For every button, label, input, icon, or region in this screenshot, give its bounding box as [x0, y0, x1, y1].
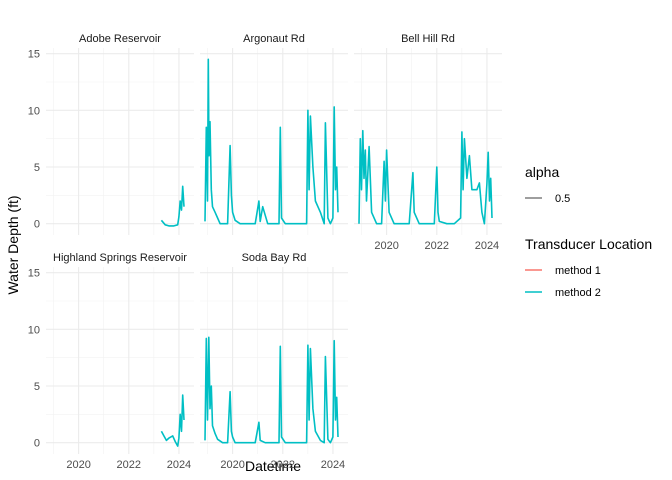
x-axis-label: Datetime — [245, 458, 301, 474]
series-line — [204, 58, 339, 225]
x-tick-label: 2024 — [321, 459, 345, 471]
legend-label: method 1 — [555, 265, 601, 277]
legend-title: Transducer Location — [525, 236, 652, 252]
x-tick-label: 2024 — [167, 459, 191, 471]
y-tick-label: 10 — [28, 105, 40, 117]
facet-panel: Bell Hill Rd 2020 2022 2024 — [354, 33, 502, 252]
legend-label: method 2 — [555, 287, 601, 299]
x-tick-label: 2024 — [475, 240, 499, 252]
facet-title: Adobe Reservoir — [79, 33, 161, 45]
y-axis-label: Water Depth (ft) — [5, 195, 21, 294]
legend-title: alpha — [525, 164, 559, 180]
facet-panel: Highland Springs Reservoir 0 5 10 15 2020 2022… — [28, 252, 194, 471]
facet-title: Bell Hill Rd — [401, 33, 455, 45]
series-line — [160, 394, 185, 447]
y-tick-label: 10 — [28, 324, 40, 336]
legend: alpha 0.5 Transducer Location method 1 metho… — [525, 164, 652, 299]
legend-label: 0.5 — [555, 193, 570, 205]
x-tick-label: 2020 — [374, 240, 398, 252]
x-tick-label: 2020 — [220, 459, 244, 471]
facet-panel: Adobe Reservoir 0 5 10 15 — [28, 33, 194, 235]
series-line — [358, 129, 493, 225]
x-tick-label: 2020 — [66, 459, 90, 471]
y-tick-label: 0 — [34, 219, 40, 231]
facet-title: Argonaut Rd — [243, 33, 305, 45]
x-tick-label: 2022 — [425, 240, 449, 252]
y-tick-label: 15 — [28, 49, 40, 61]
series-line — [204, 336, 339, 444]
y-tick-label: 15 — [28, 268, 40, 280]
facet-title: Highland Springs Reservoir — [53, 252, 187, 264]
x-tick-label: 2022 — [117, 459, 141, 471]
x-tick-label: 2022 — [271, 459, 295, 471]
facet-title: Soda Bay Rd — [242, 252, 307, 264]
y-tick-label: 5 — [34, 381, 40, 393]
facet-panel: Soda Bay Rd 2020 2022 2024 — [200, 252, 348, 471]
series-line — [160, 185, 185, 227]
y-tick-label: 5 — [34, 162, 40, 174]
y-tick-label: 0 — [34, 438, 40, 450]
facet-panel: Argonaut Rd — [200, 33, 348, 235]
